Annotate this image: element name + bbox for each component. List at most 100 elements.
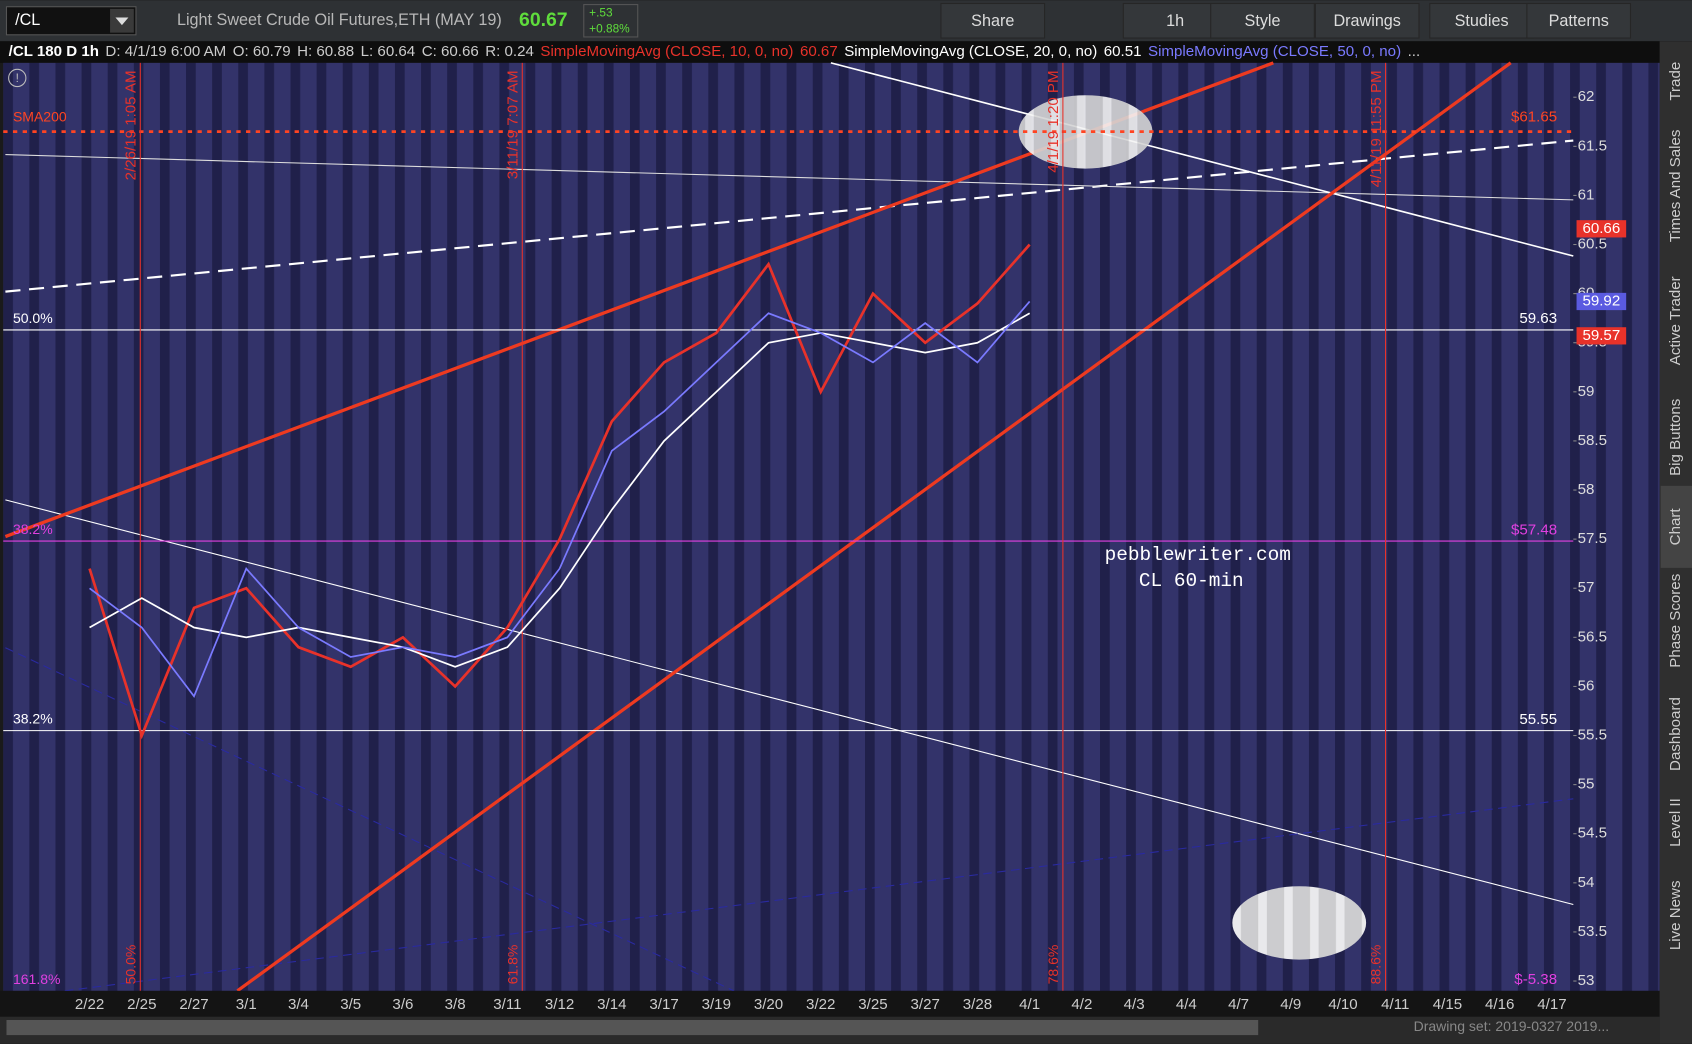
header-text: 60.51 xyxy=(1104,43,1142,60)
button-label: Drawings xyxy=(1333,12,1400,30)
header-text: R: 0.24 xyxy=(485,43,534,60)
x-tick-label: 4/7 xyxy=(1228,996,1249,1013)
trendline xyxy=(5,154,1574,201)
level-value: $57.48 xyxy=(1511,521,1557,538)
x-tick-label: 3/22 xyxy=(806,996,835,1013)
toolbar-button[interactable] xyxy=(1122,2,1228,39)
x-tick-label: 2/22 xyxy=(75,996,104,1013)
price-marker xyxy=(1576,327,1627,345)
x-tick-label: 3/27 xyxy=(911,996,940,1013)
price-marker-label: 59.57 xyxy=(1582,327,1620,344)
x-tick-label: 2/27 xyxy=(179,996,208,1013)
trendline xyxy=(5,139,1574,293)
annotation: pebblewriter.com xyxy=(1105,544,1291,566)
x-tick-label: 4/10 xyxy=(1328,996,1357,1013)
x-tick-label: 4/16 xyxy=(1485,996,1514,1013)
description: Light Sweet Crude Oil Futures,ETH (MAY 1… xyxy=(177,11,502,29)
price-marker-label: 60.66 xyxy=(1582,220,1620,237)
header-text: C: 60.66 xyxy=(422,43,479,60)
time-marker-label: 2/26/19 1:05 AM xyxy=(123,70,140,180)
scroll-thumb[interactable] xyxy=(6,1019,1259,1036)
toolbar-button[interactable] xyxy=(1314,2,1420,39)
level-label: 38.2% xyxy=(13,521,53,537)
x-tick-label: 3/12 xyxy=(545,996,574,1013)
dropdown-arrow xyxy=(115,17,129,26)
info-icon[interactable] xyxy=(8,68,27,88)
button-label: 1h xyxy=(1166,12,1184,30)
time-marker-ratio: 61.8% xyxy=(504,945,520,985)
header-text: O: 60.79 xyxy=(233,43,291,60)
plot-area xyxy=(3,62,1660,991)
toolbar-button[interactable] xyxy=(1526,2,1632,39)
x-tick-label: 3/1 xyxy=(236,996,257,1013)
x-tick-label: 3/6 xyxy=(392,996,413,1013)
y-tick-label: 57 xyxy=(1578,579,1595,596)
level-value: 59.63 xyxy=(1519,310,1557,327)
level-label: 38.2% xyxy=(13,711,53,727)
study-header xyxy=(0,41,1692,63)
y-tick-label: 62 xyxy=(1578,88,1595,105)
header-text: D: 4/1/19 6:00 AM xyxy=(105,43,226,60)
button-label: Share xyxy=(971,12,1014,30)
x-tick-label: 3/11 xyxy=(493,996,521,1013)
x-tick-label: 3/14 xyxy=(597,996,626,1013)
button-label: Style xyxy=(1245,12,1281,30)
side-tab[interactable]: Dashboard xyxy=(1667,697,1684,771)
x-tick-label: 4/11 xyxy=(1381,996,1409,1013)
side-tab[interactable]: Phase Scores xyxy=(1667,574,1684,668)
price-marker xyxy=(1576,292,1627,311)
y-tick-label: 57.5 xyxy=(1578,530,1607,547)
side-tab[interactable]: Big Buttons xyxy=(1667,399,1684,476)
x-tick-label: 4/15 xyxy=(1433,996,1462,1013)
change-pct: +0.88% xyxy=(589,22,630,36)
change-box xyxy=(583,4,639,38)
side-tab[interactable]: Times And Sales xyxy=(1667,130,1684,243)
price-marker xyxy=(1576,220,1627,238)
time-marker-ratio: 50.0% xyxy=(122,945,138,985)
side-tab[interactable]: Live News xyxy=(1667,881,1684,951)
sma-line xyxy=(88,243,1031,740)
toolbar-button[interactable] xyxy=(940,2,1046,39)
y-tick-label: 56 xyxy=(1578,677,1595,694)
sma-line xyxy=(89,312,1031,668)
header-text: SimpleMovingAvg (CLOSE, 50, 0, no) xyxy=(1148,43,1401,60)
button-label: Studies xyxy=(1455,12,1509,30)
level-label: 161.8% xyxy=(13,971,61,987)
x-tick-label: 4/9 xyxy=(1280,996,1301,1013)
side-tabs: Trade Times And Sales Active Trader Big But… xyxy=(1660,62,1692,951)
x-tick-label: 4/1 xyxy=(1019,996,1040,1013)
side-tab[interactable]: Level II xyxy=(1667,798,1684,847)
symbol: /CL xyxy=(15,11,40,29)
sma200-value: $61.65 xyxy=(1511,109,1557,126)
toolbar-button[interactable] xyxy=(1210,2,1315,39)
y-tick-label: 55.5 xyxy=(1578,727,1607,744)
y-tick-label: 61 xyxy=(1578,186,1595,203)
y-tick-label: 58.5 xyxy=(1578,432,1607,449)
side-tab[interactable]: Trade xyxy=(1667,62,1684,101)
x-tick-label: 3/28 xyxy=(963,996,992,1013)
y-tick-label: 53 xyxy=(1578,972,1595,989)
x-tick-label: 4/17 xyxy=(1537,996,1566,1013)
y-tick-label: 55 xyxy=(1578,776,1595,793)
trendline xyxy=(64,798,1574,992)
header-text: L: 60.64 xyxy=(361,43,416,60)
side-tab[interactable]: Chart xyxy=(1667,508,1684,546)
x-tick-label: 3/25 xyxy=(858,996,887,1013)
y-tick-label: 53.5 xyxy=(1578,923,1607,940)
side-tab[interactable]: Active Trader xyxy=(1667,276,1684,365)
toolbar-button[interactable] xyxy=(1429,2,1534,39)
y-tick-label: 54 xyxy=(1578,874,1595,891)
sma200-label: SMA200 xyxy=(13,108,67,124)
x-tick-label: 3/17 xyxy=(649,996,678,1013)
level-label: 50.0% xyxy=(13,310,53,326)
x-tick-label: 2/25 xyxy=(127,996,156,1013)
date-axis xyxy=(0,990,1660,1017)
y-tick-label: 61.5 xyxy=(1578,137,1607,154)
x-tick-label: 3/19 xyxy=(702,996,731,1013)
x-tick-label: 3/8 xyxy=(445,996,466,1013)
active-tab[interactable] xyxy=(1660,485,1692,568)
x-tick-label: 3/4 xyxy=(288,996,309,1013)
level-value: 55.55 xyxy=(1519,711,1557,728)
x-tick-label: 4/2 xyxy=(1071,996,1092,1013)
